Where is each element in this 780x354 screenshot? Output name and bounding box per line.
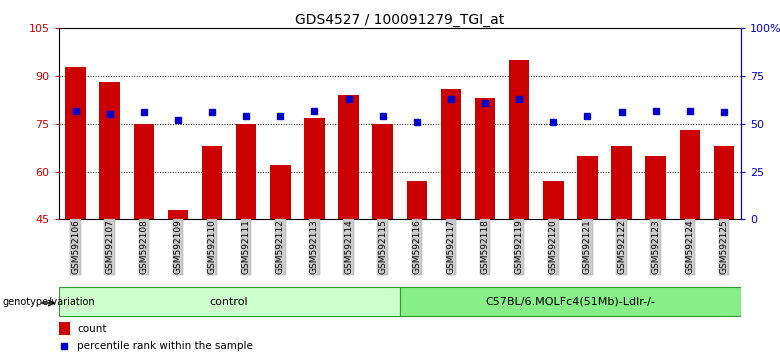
Text: GSM592124: GSM592124	[686, 219, 694, 274]
Text: count: count	[77, 324, 107, 333]
Bar	[339, 95, 359, 219]
Text: GSM592112: GSM592112	[276, 219, 285, 274]
Bar	[133, 124, 154, 219]
Bar	[236, 124, 257, 219]
Bar	[66, 67, 86, 219]
Bar	[373, 124, 393, 219]
Text: GSM592123: GSM592123	[651, 219, 660, 274]
Bar	[304, 118, 324, 219]
Bar	[168, 210, 188, 219]
Text: C57BL/6.MOLFc4(51Mb)-Ldlr-/-: C57BL/6.MOLFc4(51Mb)-Ldlr-/-	[485, 297, 655, 307]
Bar	[475, 98, 495, 219]
Text: control: control	[210, 297, 249, 307]
Text: GSM592110: GSM592110	[207, 219, 217, 274]
Bar	[577, 156, 597, 219]
Bar	[441, 89, 461, 219]
Text: GSM592118: GSM592118	[480, 219, 490, 274]
Bar	[100, 82, 120, 219]
Text: GSM592114: GSM592114	[344, 219, 353, 274]
Bar	[58, 322, 70, 335]
Bar	[679, 130, 700, 219]
Text: GSM592115: GSM592115	[378, 219, 387, 274]
FancyBboxPatch shape	[58, 287, 399, 316]
Text: GSM592122: GSM592122	[617, 219, 626, 274]
Bar	[202, 146, 222, 219]
Text: GSM592117: GSM592117	[446, 219, 456, 274]
Bar	[509, 60, 530, 219]
Text: GSM592120: GSM592120	[549, 219, 558, 274]
Bar	[714, 146, 734, 219]
Text: GSM592106: GSM592106	[71, 219, 80, 274]
Bar	[645, 156, 666, 219]
Text: genotype/variation: genotype/variation	[2, 297, 95, 307]
Text: GSM592111: GSM592111	[242, 219, 250, 274]
Text: GSM592107: GSM592107	[105, 219, 114, 274]
Bar	[612, 146, 632, 219]
Bar	[406, 181, 427, 219]
Text: GSM592109: GSM592109	[173, 219, 183, 274]
Text: GSM592108: GSM592108	[140, 219, 148, 274]
Text: GSM592119: GSM592119	[515, 219, 523, 274]
Bar	[270, 165, 290, 219]
Text: percentile rank within the sample: percentile rank within the sample	[77, 341, 253, 351]
Text: GSM592116: GSM592116	[413, 219, 421, 274]
Text: GSM592125: GSM592125	[719, 219, 729, 274]
FancyBboxPatch shape	[399, 287, 741, 316]
Text: GSM592121: GSM592121	[583, 219, 592, 274]
Text: GSM592113: GSM592113	[310, 219, 319, 274]
Title: GDS4527 / 100091279_TGI_at: GDS4527 / 100091279_TGI_at	[295, 13, 505, 27]
Bar	[543, 181, 564, 219]
